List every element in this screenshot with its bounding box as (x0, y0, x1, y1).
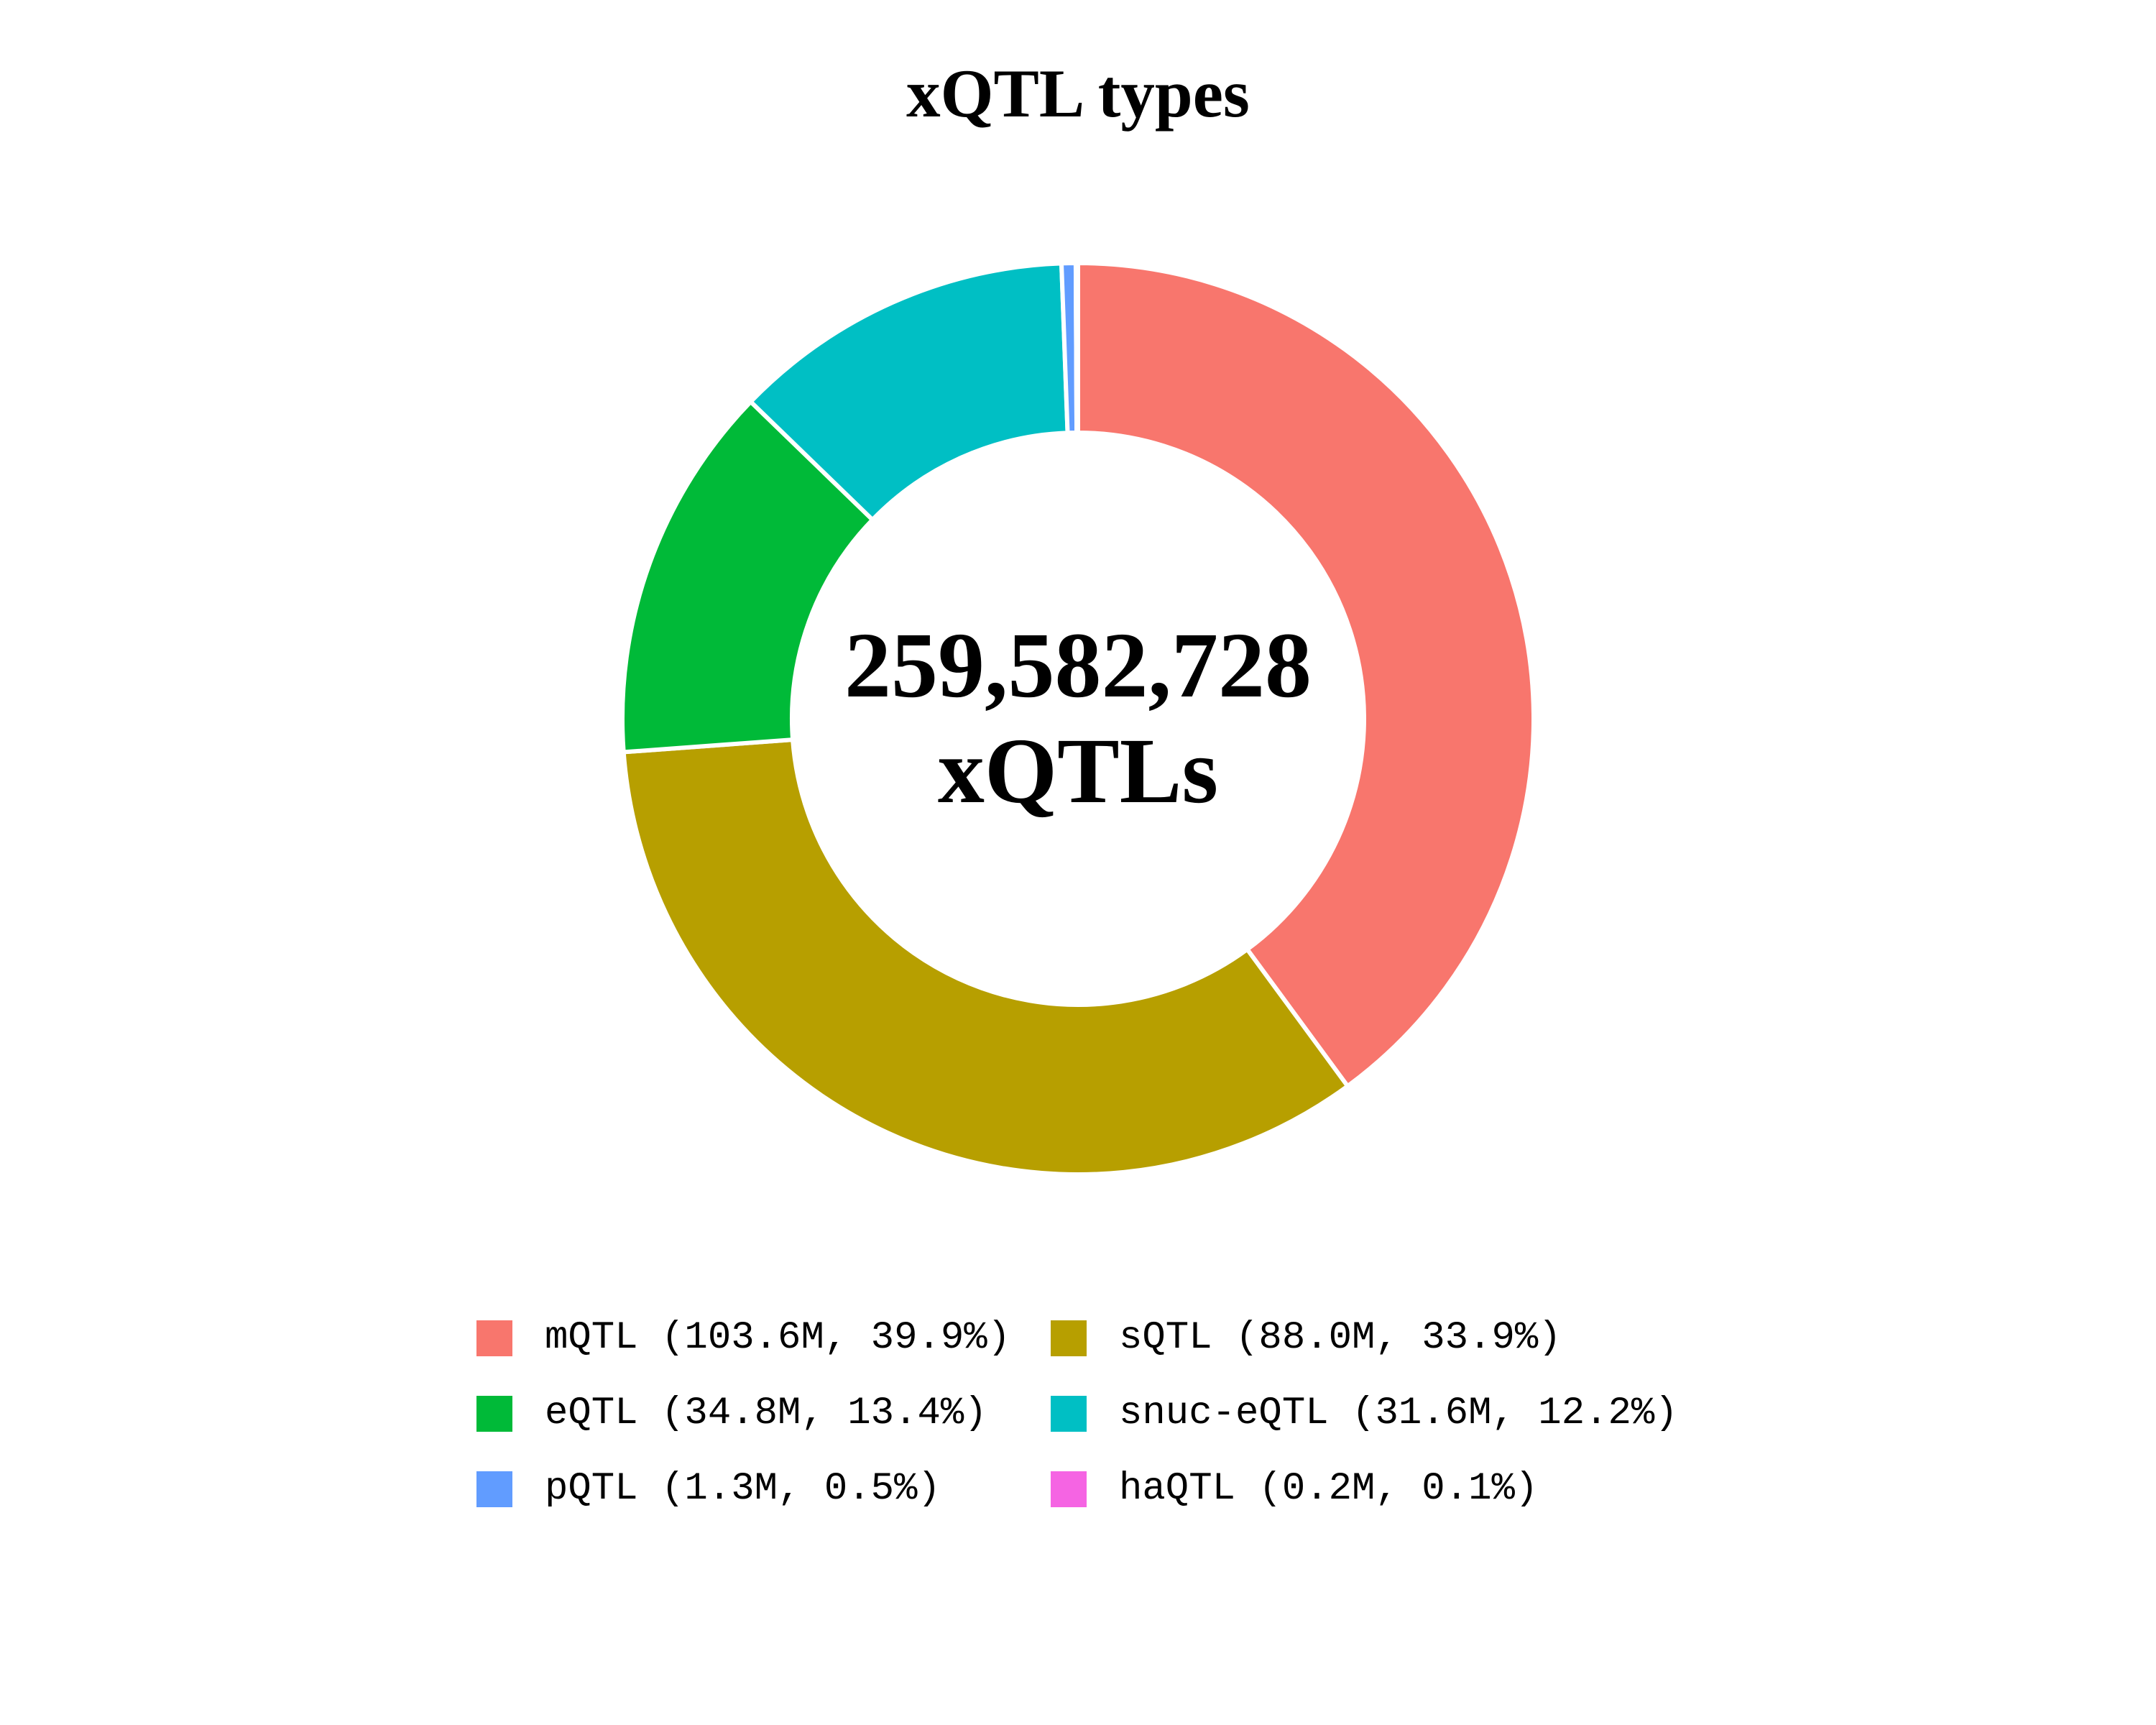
legend-item-haqtl: haQTL (0.2M, 0.1%) (1051, 1467, 1678, 1511)
legend-swatch-pqtl (476, 1471, 512, 1507)
legend-item-sqtl: sQTL (88.0M, 33.9%) (1051, 1316, 1678, 1360)
legend-label-sqtl: sQTL (88.0M, 33.9%) (1119, 1316, 1562, 1360)
legend-swatch-snuc-eqtl (1051, 1396, 1087, 1432)
legend-swatch-mqtl (476, 1320, 512, 1356)
legend-item-eqtl: eQTL (34.8M, 13.4%) (476, 1392, 1051, 1435)
legend-swatch-sqtl (1051, 1320, 1087, 1356)
pie-slice-snuc-eqtl (747, 261, 1070, 523)
legend-swatch-eqtl (476, 1396, 512, 1432)
legend-label-pqtl: pQTL (1.3M, 0.5%) (545, 1467, 941, 1511)
legend-swatch-haqtl (1051, 1471, 1087, 1507)
pie-slice-haqtl (1073, 260, 1080, 436)
legend-label-haqtl: haQTL (0.2M, 0.1%) (1119, 1467, 1539, 1511)
chart-title: xQTL types (906, 55, 1250, 132)
legend-label-eqtl: eQTL (34.8M, 13.4%) (545, 1392, 987, 1435)
legend-item-pqtl: pQTL (1.3M, 0.5%) (476, 1467, 1051, 1511)
legend-label-snuc-eqtl: snuc-eQTL (31.6M, 12.2%) (1119, 1392, 1678, 1435)
pie-slice-eqtl (620, 398, 876, 755)
legend-label-mqtl: mQTL (103.6M, 39.9%) (545, 1316, 1011, 1360)
legend-item-mqtl: mQTL (103.6M, 39.9%) (476, 1316, 1051, 1360)
legend-item-snuc-eqtl: snuc-eQTL (31.6M, 12.2%) (1051, 1392, 1678, 1435)
legend: mQTL (103.6M, 39.9%) sQTL (88.0M, 33.9%) e… (476, 1316, 1678, 1511)
pie-slice-sqtl (621, 737, 1351, 1177)
pie-slice-mqtl (1076, 260, 1536, 1090)
